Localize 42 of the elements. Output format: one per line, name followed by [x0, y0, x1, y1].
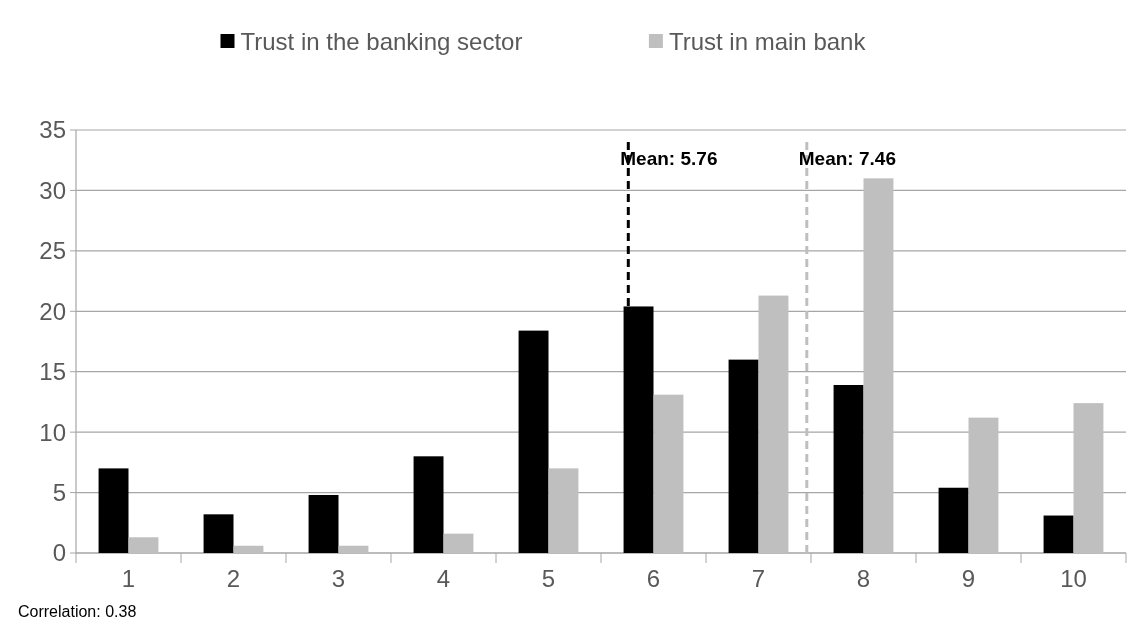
y-tick-label: 15 — [39, 358, 66, 386]
bar — [518, 330, 549, 553]
bar — [203, 514, 234, 553]
bar — [1073, 403, 1104, 553]
x-tick-label: 10 — [1060, 565, 1087, 592]
x-tick-label: 7 — [751, 565, 766, 592]
legend-label: Trust in main bank — [668, 28, 867, 56]
y-tick-label: 25 — [39, 237, 66, 265]
ref-line-label: Mean: 5.76 — [620, 148, 718, 169]
bar — [548, 468, 579, 553]
ref-line-label: Mean: 7.46 — [798, 148, 896, 169]
bar — [308, 494, 339, 553]
y-tick-label: 0 — [52, 539, 66, 567]
bar — [758, 295, 789, 553]
y-tick-label: 20 — [39, 297, 66, 325]
x-tick-label: 9 — [961, 565, 976, 592]
y-tick-label: 35 — [39, 116, 66, 144]
text: Correlation: 0.38 — [18, 603, 137, 620]
y-tick-label: 10 — [39, 418, 66, 446]
legend-label: Trust in the banking sector — [240, 28, 523, 56]
x-tick-label: 6 — [646, 565, 661, 592]
x-tick-label: 8 — [856, 565, 871, 592]
y-tick-label: 5 — [52, 478, 66, 506]
x-tick-label: 5 — [541, 565, 556, 592]
bar — [863, 178, 894, 553]
bar — [443, 533, 474, 553]
bar — [1043, 515, 1074, 553]
bar — [98, 468, 129, 553]
bar — [728, 359, 759, 553]
bar — [938, 487, 969, 553]
bar — [338, 545, 369, 553]
bar — [233, 545, 264, 553]
bar — [968, 417, 999, 553]
x-tick-label: 2 — [226, 565, 241, 592]
bar — [128, 537, 159, 553]
bar — [653, 394, 684, 553]
x-tick-label: 1 — [121, 565, 136, 592]
x-tick-label: 4 — [436, 565, 451, 592]
bar — [413, 456, 444, 553]
x-tick-label: 3 — [331, 565, 346, 592]
bar — [833, 385, 864, 553]
y-tick-label: 30 — [39, 176, 66, 204]
